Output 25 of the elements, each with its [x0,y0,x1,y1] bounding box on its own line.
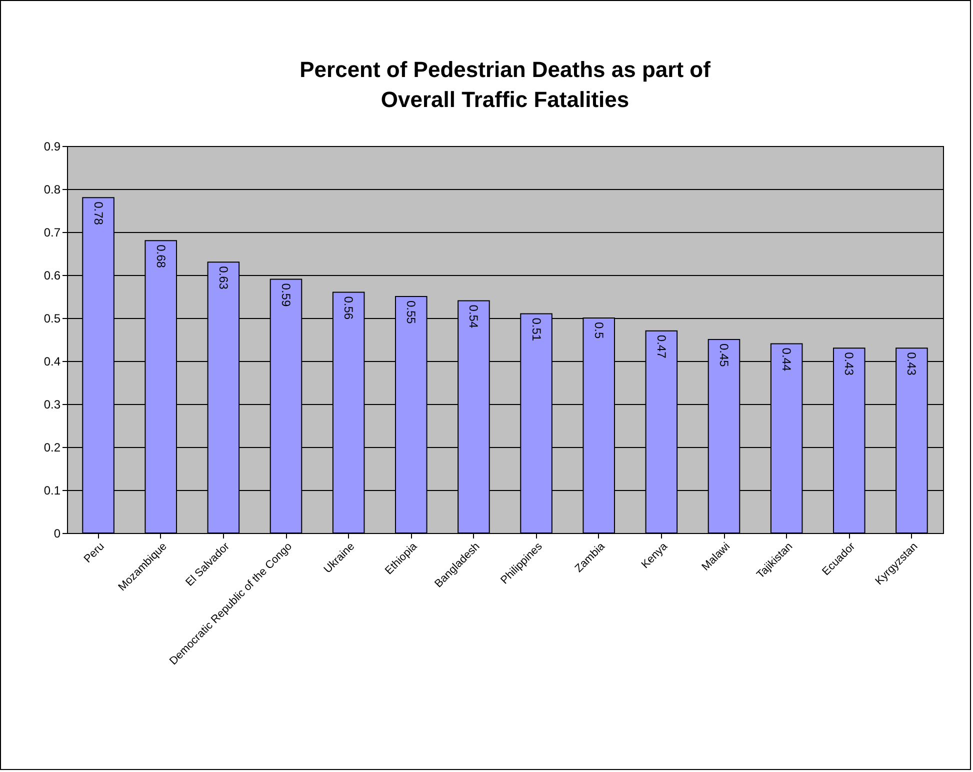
data-label: 0.68 [154,244,168,268]
y-tick-label: 0.6 [44,268,61,282]
data-label: 0.63 [216,266,230,290]
chart-title: Percent of Pedestrian Deaths as part of Overall Traffic Fatalities [300,57,712,112]
data-label: 0.43 [842,352,856,376]
y-tick-label: 0.7 [44,226,61,240]
y-tick-label: 0.1 [44,484,61,498]
data-label: 0.45 [717,344,731,368]
data-label: 0.54 [466,304,481,328]
data-label: 0.5 [592,322,606,340]
data-label: 0.78 [91,202,106,226]
data-label: 0.43 [904,352,919,376]
y-tick-label: 0.3 [44,398,61,412]
y-tick-label: 0.4 [44,354,61,368]
data-label: 0.47 [654,334,668,359]
y-tick-label: 0.8 [44,182,61,196]
data-label: 0.56 [342,296,356,320]
y-tick-label: 0 [54,526,61,540]
data-label: 0.55 [404,300,418,324]
data-label: 0.51 [529,318,544,342]
y-tick-label: 0.2 [44,440,61,454]
y-tick-label: 0.9 [44,140,61,154]
data-label: 0.44 [780,348,794,372]
data-label: 0.59 [279,283,293,307]
y-tick-label: 0.5 [44,312,61,326]
